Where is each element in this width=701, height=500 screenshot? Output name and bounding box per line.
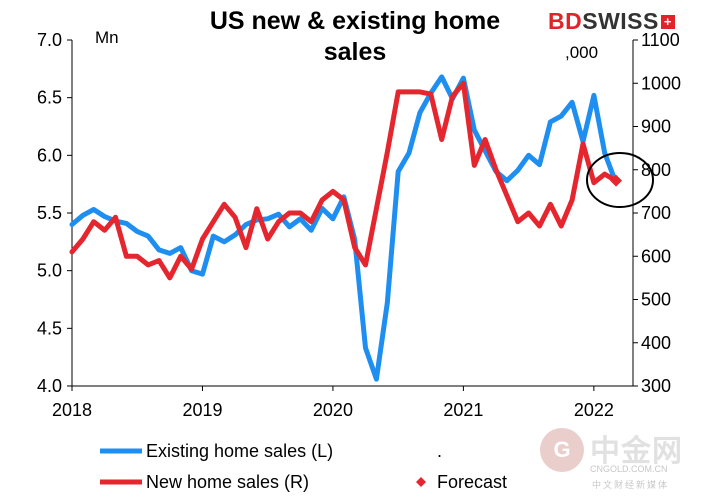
legend-existing-label: Existing home sales (L): [146, 441, 333, 461]
x-tick-label: 2020: [313, 400, 353, 420]
left-tick-label: 4.0: [37, 376, 62, 396]
existing-home-sales-line: [69, 74, 619, 382]
right-tick-label: 300: [641, 376, 671, 396]
legend-forecast-label: Forecast: [437, 472, 507, 492]
annotation-circle: [586, 152, 654, 208]
brand-swiss: SWISS: [582, 8, 659, 34]
right-tick-label: 1000: [641, 73, 681, 93]
right-tick-label: 700: [641, 203, 671, 223]
right-tick-label: 900: [641, 117, 671, 137]
swiss-flag-icon: +: [660, 15, 675, 29]
x-tick-label: 2018: [52, 400, 92, 420]
right-tick-label: 400: [641, 333, 671, 353]
left-tick-label: 4.5: [37, 318, 62, 338]
left-tick-label: 6.5: [37, 88, 62, 108]
brand-logo: BDSWISS +: [548, 8, 675, 35]
watermark-domain: CNGOLD.COM.CN: [590, 464, 668, 474]
brand-bd: BD: [548, 8, 583, 34]
x-tick-label: 2021: [443, 400, 483, 420]
right-tick-label: 500: [641, 290, 671, 310]
left-tick-label: 7.0: [37, 30, 62, 50]
left-tick-label: 5.0: [37, 261, 62, 281]
left-unit-label: Mn: [95, 28, 119, 47]
right-tick-label: 1100: [641, 30, 680, 50]
watermark: G 中金网 CNGOLD.COM.CN 中文财经新媒体: [540, 426, 690, 496]
legend-forecast-marker: [416, 477, 426, 487]
watermark-logo-icon: G: [540, 428, 584, 472]
left-tick-label: 5.5: [37, 203, 62, 223]
left-tick-label: 6.0: [37, 145, 62, 165]
chart-title: US new & existing home sales: [209, 7, 501, 66]
x-tick-label: 2019: [182, 400, 222, 420]
legend-dot: .: [437, 441, 442, 461]
right-unit-label: ,000: [565, 43, 598, 62]
watermark-text: 中金网: [590, 435, 683, 468]
right-tick-label: 600: [641, 246, 671, 266]
new-home-sales-line: [69, 80, 619, 281]
forecast-marker: [610, 174, 623, 187]
watermark-tagline: 中文财经新媒体: [592, 480, 670, 490]
legend-new-label: New home sales (R): [146, 472, 309, 492]
x-tick-label: 2022: [574, 400, 614, 420]
